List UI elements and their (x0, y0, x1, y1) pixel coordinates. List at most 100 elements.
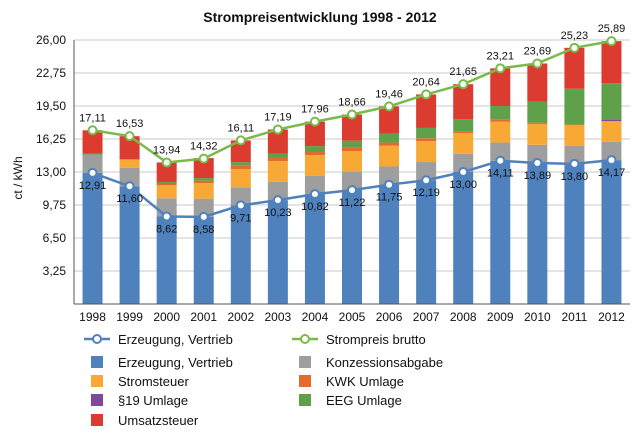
x-tick-label: 2000 (153, 310, 180, 324)
bar-segment-stromsteuer (342, 151, 362, 172)
x-tick-label: 2004 (302, 310, 329, 324)
bar-segment-eeg-umlage (416, 127, 437, 139)
bar-segment-erzeugung-vertrieb (304, 194, 325, 304)
bar-segment-stromsteuer (119, 159, 140, 168)
legend-label: §19 Umlage (118, 393, 188, 408)
legend-label: EEG Umlage (326, 393, 402, 408)
legend: Erzeugung, Vertrieb Strompreis brutto Erze… (84, 332, 443, 428)
bar-segment-erzeugung-vertrieb (527, 162, 548, 304)
bar-segment-umsatzsteuer (416, 94, 437, 128)
bar-segment-konzessionsabgabe (267, 181, 288, 201)
bar-segment-umsatzsteuer (267, 129, 288, 154)
series-point (532, 157, 543, 168)
y-tick-label: 9,75 (43, 198, 67, 212)
series-point (87, 167, 98, 178)
y-tick-label: 13,00 (36, 165, 66, 179)
bar-segment-erzeugung-vertrieb (342, 190, 362, 304)
bar-segment-konzessionsabgabe (119, 167, 140, 187)
bar-segment-stromsteuer (193, 183, 214, 199)
bar-segment-konzessionsabgabe (601, 141, 622, 161)
data-label: 9,71 (230, 212, 251, 224)
axis-layer: 3,25 6,50 9,75 13,00 16,25 19,50 22,75 26,00 199… (36, 33, 630, 324)
x-tick-label: 2012 (598, 310, 625, 324)
legend-color-swatch (299, 356, 311, 368)
bar-segment-konzessionsabgabe (564, 145, 585, 164)
y-tick-label: 3,25 (43, 264, 67, 278)
bar-segment-konzessionsabgabe (304, 175, 325, 195)
bar-segment-stromsteuer (453, 133, 474, 154)
y-tick-label: 16,25 (36, 132, 66, 146)
x-tick-label: 1999 (116, 310, 143, 324)
bar-segment-eeg-umlage (230, 162, 251, 166)
bar-segment-konzessionsabgabe (342, 171, 362, 191)
bar-segment-stromsteuer (156, 185, 177, 199)
bar-segment-erzeugung-vertrieb (490, 160, 511, 304)
legend-label: Erzeugung, Vertrieb (118, 355, 233, 370)
legend-marker (300, 334, 310, 344)
bar-segment-kwk-umlage (379, 142, 400, 146)
y-tick-label: 6,50 (43, 231, 67, 245)
series-point (87, 125, 98, 136)
data-label: 13,89 (524, 170, 552, 182)
bar-segment-eeg-umlage (119, 159, 140, 160)
legend-color-swatch (299, 375, 311, 387)
bar-segment-konzessionsabgabe (453, 153, 474, 172)
bar-segment-konzessionsabgabe (230, 187, 251, 206)
x-tick-label: 2010 (524, 310, 551, 324)
series-point (272, 195, 283, 206)
data-label: 25,89 (598, 23, 626, 35)
data-label: 14,32 (190, 141, 218, 153)
data-label: 16,11 (227, 122, 254, 134)
data-label: 19,46 (375, 88, 403, 100)
series-point (606, 155, 617, 166)
series-point (384, 179, 395, 190)
x-tick-label: 1998 (79, 310, 106, 324)
series-point (198, 211, 209, 222)
legend-label: Umsatzsteuer (118, 413, 199, 428)
bar-segment-konzessionsabgabe (527, 144, 548, 163)
bar-segment-umsatzsteuer (379, 106, 400, 134)
bar-segment-konzessionsabgabe (416, 162, 437, 181)
series-point (235, 135, 246, 146)
bar-segment-eeg-umlage (564, 88, 585, 125)
legend-label: Stromsteuer (118, 374, 189, 389)
series-point (161, 211, 172, 222)
bar-segment-eeg-umlage (82, 153, 103, 155)
data-label: 12,19 (412, 187, 440, 199)
data-label: 10,23 (264, 207, 292, 219)
bar-segment-eeg-umlage (304, 146, 325, 152)
bar-segment-eeg-umlage (156, 181, 177, 184)
bar-segment-stromsteuer (230, 169, 251, 188)
bar-segment-eeg-umlage (267, 153, 288, 158)
legend-color-swatch (91, 356, 103, 368)
x-tick-label: 2002 (227, 310, 254, 324)
data-label-layer: 12,91 11,60 8,62 8,58 9,71 10,23 10,82 11,22 11,… (79, 23, 625, 236)
series-point (272, 124, 283, 135)
bar-segment-erzeugung-vertrieb (564, 163, 585, 304)
x-tick-label: 2003 (265, 310, 292, 324)
data-label: 12,91 (79, 180, 107, 192)
series-point (347, 185, 357, 196)
bar-segment-umsatzsteuer (230, 140, 251, 163)
bar-segment-kwk-umlage (342, 147, 362, 152)
data-label: 16,53 (116, 118, 144, 130)
series-point (421, 89, 432, 100)
bar-segment-19-umlage (601, 119, 622, 122)
data-label: 11,60 (116, 193, 143, 205)
x-tick-label: 2005 (339, 310, 366, 324)
data-label: 11,75 (376, 192, 403, 204)
y-tick-label: 26,00 (36, 33, 66, 47)
legend-marker (92, 334, 102, 344)
x-tick-label: 2008 (450, 310, 477, 324)
data-label: 23,69 (524, 45, 552, 57)
bar-segment-eeg-umlage (342, 140, 362, 148)
series-point (309, 116, 320, 127)
series-point (495, 63, 506, 74)
bar-segment-kwk-umlage (453, 131, 474, 134)
bar-segment-erzeugung-vertrieb (379, 184, 400, 304)
bar-segment-stromsteuer (490, 121, 511, 143)
x-tick-label: 2001 (190, 310, 217, 324)
bar-segment-umsatzsteuer (601, 41, 622, 84)
bar-segment-erzeugung-vertrieb (230, 205, 251, 304)
